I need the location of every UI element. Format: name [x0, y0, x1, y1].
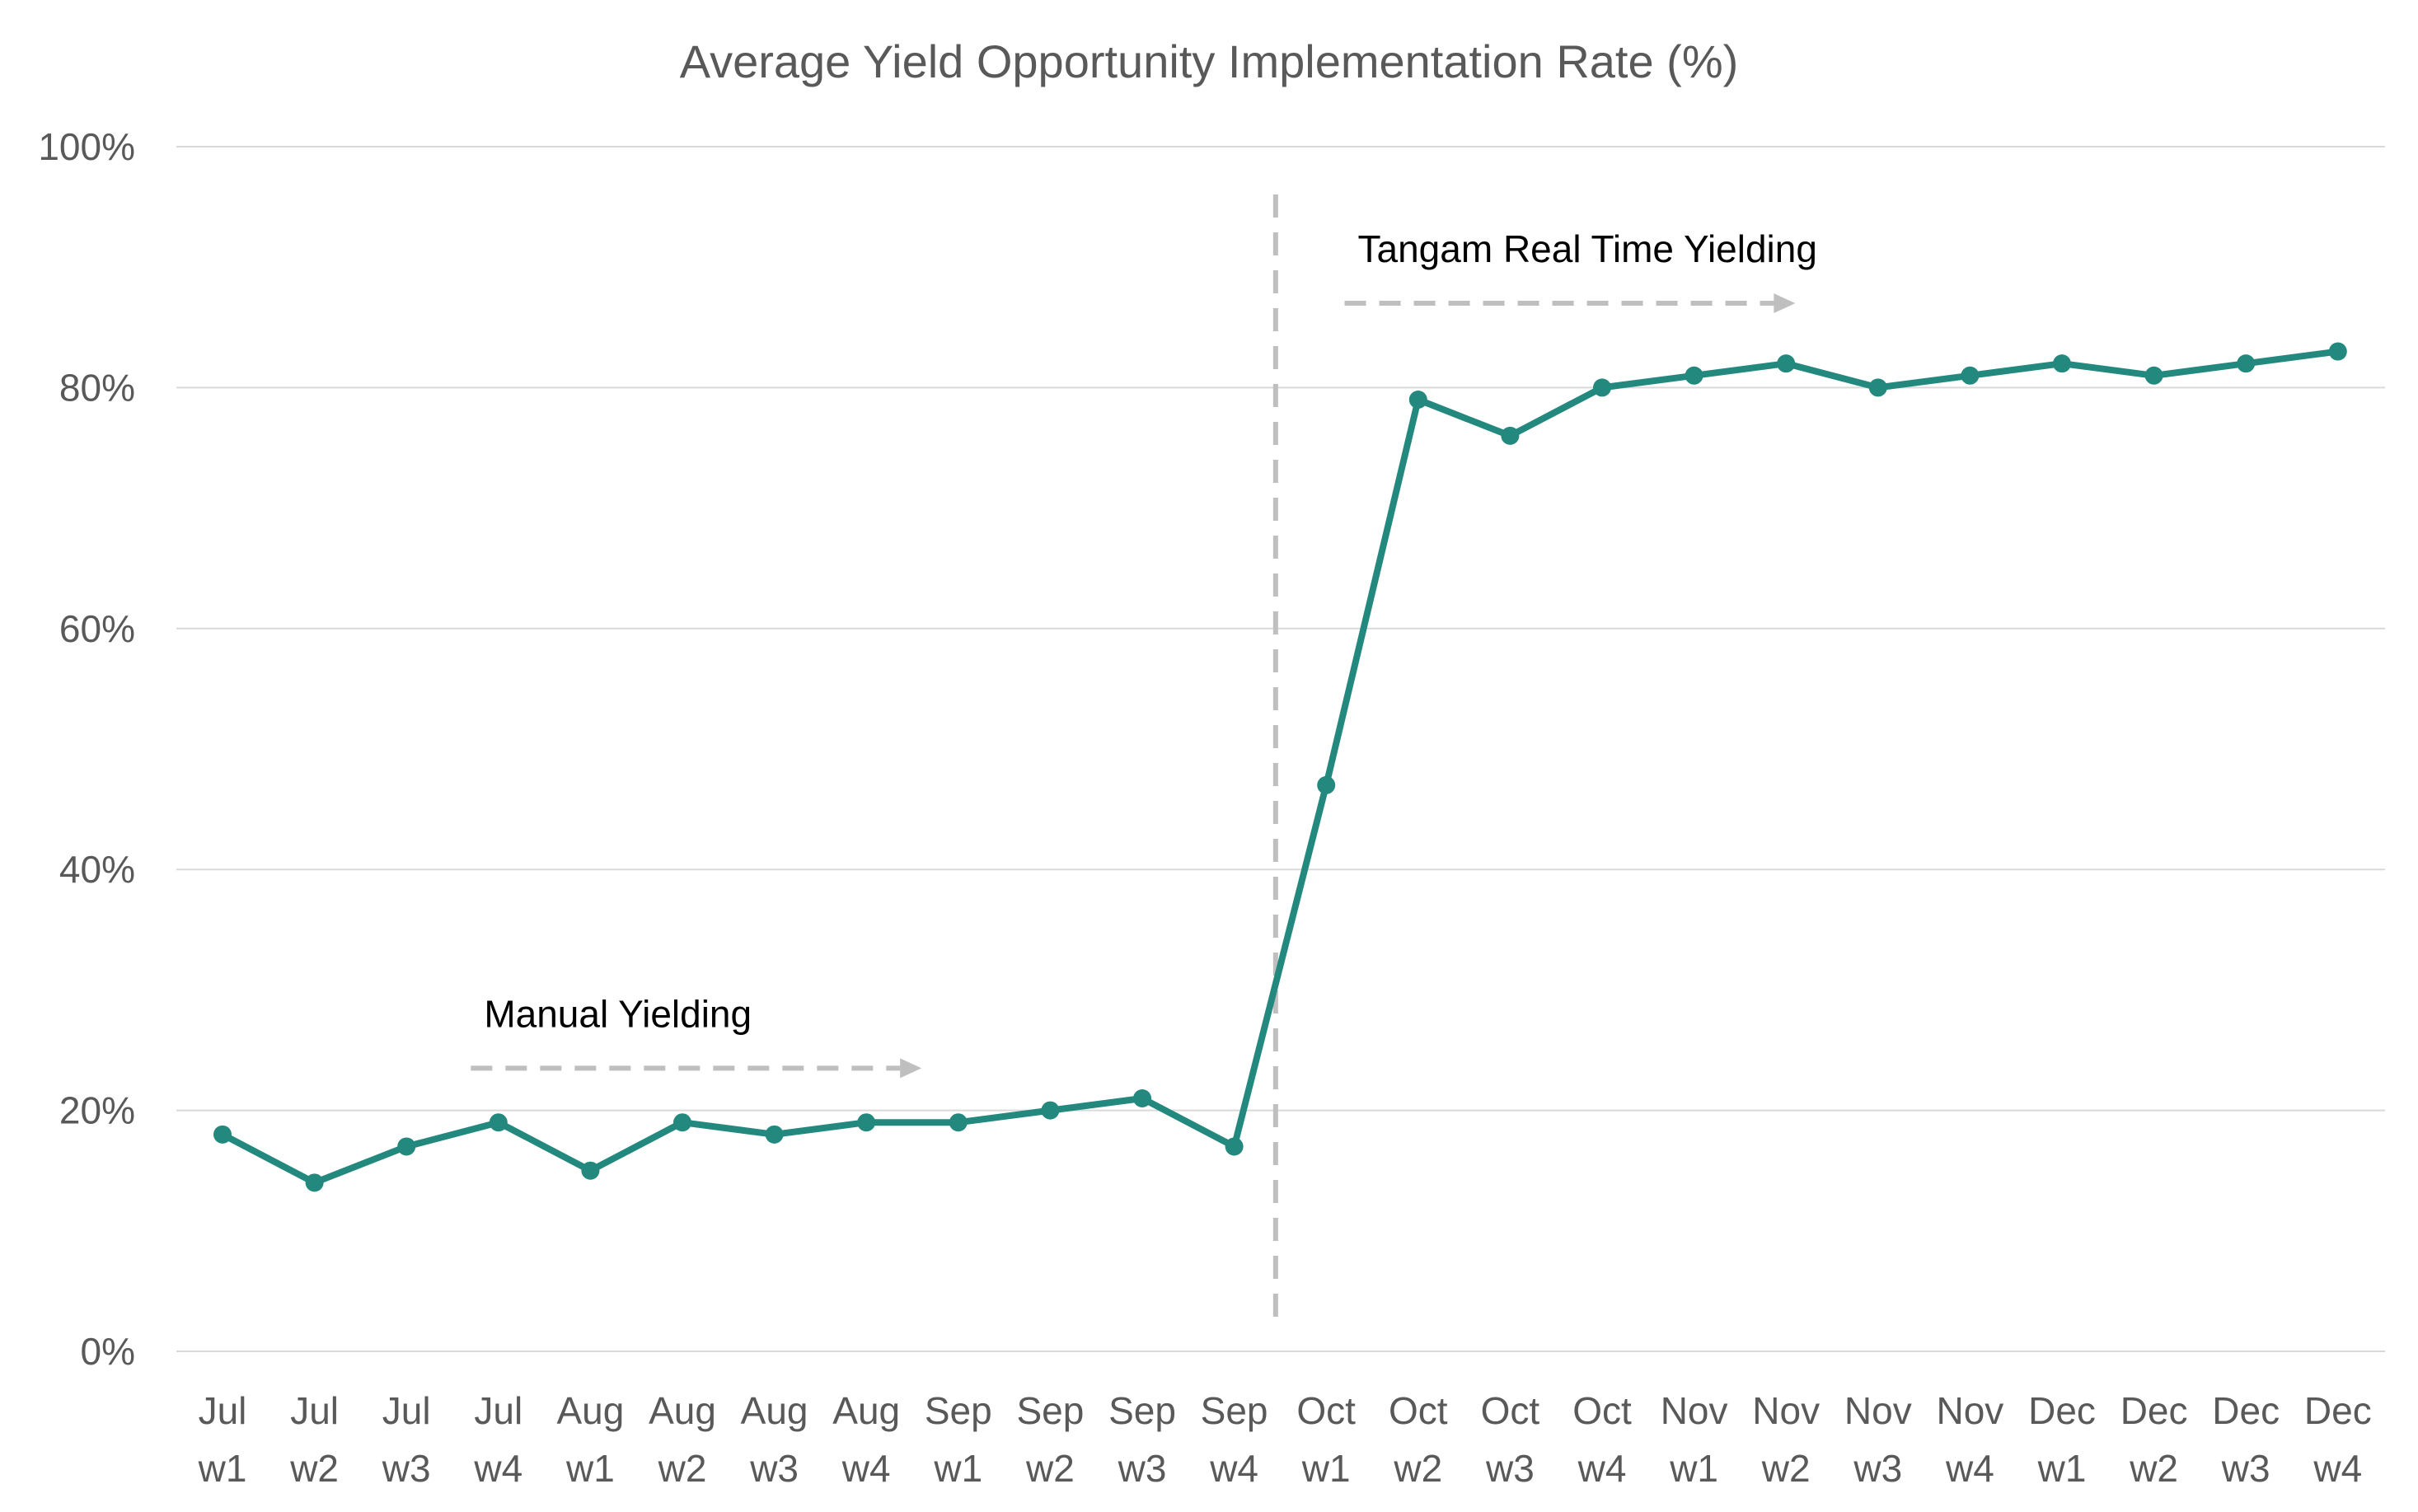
x-tick-label-month: Sep — [1201, 1389, 1268, 1432]
x-tick-label-week: w1 — [1669, 1447, 1718, 1490]
annotations: Manual Yielding Tangam Real Time Yielding — [471, 194, 1817, 1328]
y-axis-ticks: 0% 20% 40% 60% 80% 100% — [38, 125, 135, 1373]
data-point — [857, 1113, 876, 1132]
x-tick-label-week: w1 — [198, 1447, 247, 1490]
x-tick-label-month: Sep — [1108, 1389, 1176, 1432]
y-tick-label: 20% — [59, 1089, 135, 1132]
x-tick-label-week: w3 — [382, 1447, 431, 1490]
x-tick-label-month: Jul — [382, 1389, 431, 1432]
x-tick-label-month: Dec — [2212, 1389, 2280, 1432]
x-tick-label-month: Dec — [2304, 1389, 2372, 1432]
x-tick-label-week: w2 — [1393, 1447, 1442, 1490]
series — [213, 342, 2347, 1192]
x-tick-label-month: Dec — [2028, 1389, 2096, 1432]
x-tick-label-week: w3 — [749, 1447, 799, 1490]
x-tick-label-week: w1 — [565, 1447, 615, 1490]
chart-title: Average Yield Opportunity Implementation… — [680, 35, 1739, 87]
x-tick-label-month: Aug — [649, 1389, 716, 1432]
data-point — [1225, 1137, 1244, 1156]
x-tick-label-month: Oct — [1481, 1389, 1540, 1432]
data-point — [2328, 342, 2347, 361]
x-tick-label-month: Aug — [556, 1389, 624, 1432]
x-tick-label-month: Nov — [1844, 1389, 1912, 1432]
x-tick-label-week: w2 — [289, 1447, 339, 1490]
x-tick-label-week: w3 — [1485, 1447, 1535, 1490]
x-tick-label-month: Aug — [832, 1389, 900, 1432]
annotation-label: Tangam Real Time Yielding — [1358, 227, 1817, 270]
x-tick-label-week: w3 — [1118, 1447, 1167, 1490]
x-tick-label-week: w1 — [1301, 1447, 1351, 1490]
y-tick-label: 60% — [59, 607, 135, 650]
data-point — [1685, 366, 1703, 385]
x-tick-label-week: w2 — [1025, 1447, 1075, 1490]
gridlines — [176, 146, 2385, 1352]
y-tick-label: 100% — [38, 125, 135, 168]
x-tick-label-month: Oct — [1389, 1389, 1448, 1432]
x-tick-label-week: w4 — [473, 1447, 522, 1490]
data-point — [213, 1125, 232, 1144]
x-tick-label-week: w4 — [1945, 1447, 1994, 1490]
data-point — [489, 1113, 508, 1132]
x-tick-label-week: w2 — [2129, 1447, 2178, 1490]
data-point — [1408, 391, 1427, 410]
series-line — [219, 348, 2341, 1187]
data-point — [305, 1173, 324, 1192]
y-tick-label: 0% — [81, 1330, 135, 1373]
data-point — [673, 1113, 691, 1132]
x-tick-label-week: w4 — [841, 1447, 891, 1490]
x-tick-label-month: Aug — [741, 1389, 808, 1432]
x-tick-label-week: w2 — [1761, 1447, 1811, 1490]
data-point — [1041, 1101, 1060, 1120]
x-tick-label-week: w4 — [1209, 1447, 1258, 1490]
y-tick-label: 80% — [59, 366, 135, 409]
data-point — [1961, 366, 1980, 385]
data-point — [397, 1137, 416, 1156]
x-tick-label-week: w4 — [2313, 1447, 2362, 1490]
x-tick-label-week: w3 — [2221, 1447, 2270, 1490]
data-point — [765, 1125, 784, 1144]
x-tick-label-week: w3 — [1853, 1447, 1902, 1490]
annotation-label: Manual Yielding — [484, 992, 752, 1035]
data-point — [2237, 354, 2256, 373]
x-tick-label-month: Dec — [2120, 1389, 2188, 1432]
x-tick-label-month: Nov — [1661, 1389, 1728, 1432]
x-tick-label-month: Jul — [474, 1389, 522, 1432]
x-tick-label-month: Sep — [1016, 1389, 1084, 1432]
x-tick-label-week: w1 — [2037, 1447, 2087, 1490]
x-tick-label-month: Sep — [925, 1389, 992, 1432]
data-point — [949, 1113, 968, 1132]
x-tick-label-month: Jul — [199, 1389, 247, 1432]
data-point — [2144, 366, 2163, 385]
x-tick-label-week: w1 — [933, 1447, 982, 1490]
data-point — [1317, 775, 1336, 794]
annotation-arrow-head — [1774, 293, 1796, 314]
x-tick-label-week: w2 — [658, 1447, 707, 1490]
data-point — [1133, 1088, 1151, 1107]
x-tick-label-month: Nov — [1936, 1389, 2003, 1432]
annotation-arrow-head — [900, 1058, 922, 1079]
data-point — [1501, 426, 1520, 445]
data-point — [1777, 354, 1796, 373]
data-point — [1868, 378, 1887, 397]
x-tick-label-month: Oct — [1296, 1389, 1356, 1432]
data-point — [581, 1161, 600, 1180]
x-tick-label-week: w4 — [1577, 1447, 1627, 1490]
x-axis-ticks: Jul w1 Jul w2 Jul w3 Jul w4 Aug w1 Aug w2 Aug w3 Aug w4… — [198, 1389, 2372, 1490]
x-tick-label-month: Nov — [1752, 1389, 1820, 1432]
data-point — [2053, 354, 2071, 373]
x-tick-label-month: Oct — [1572, 1389, 1632, 1432]
data-point — [1593, 378, 1611, 397]
y-tick-label: 40% — [59, 848, 135, 891]
x-tick-label-month: Jul — [290, 1389, 339, 1432]
